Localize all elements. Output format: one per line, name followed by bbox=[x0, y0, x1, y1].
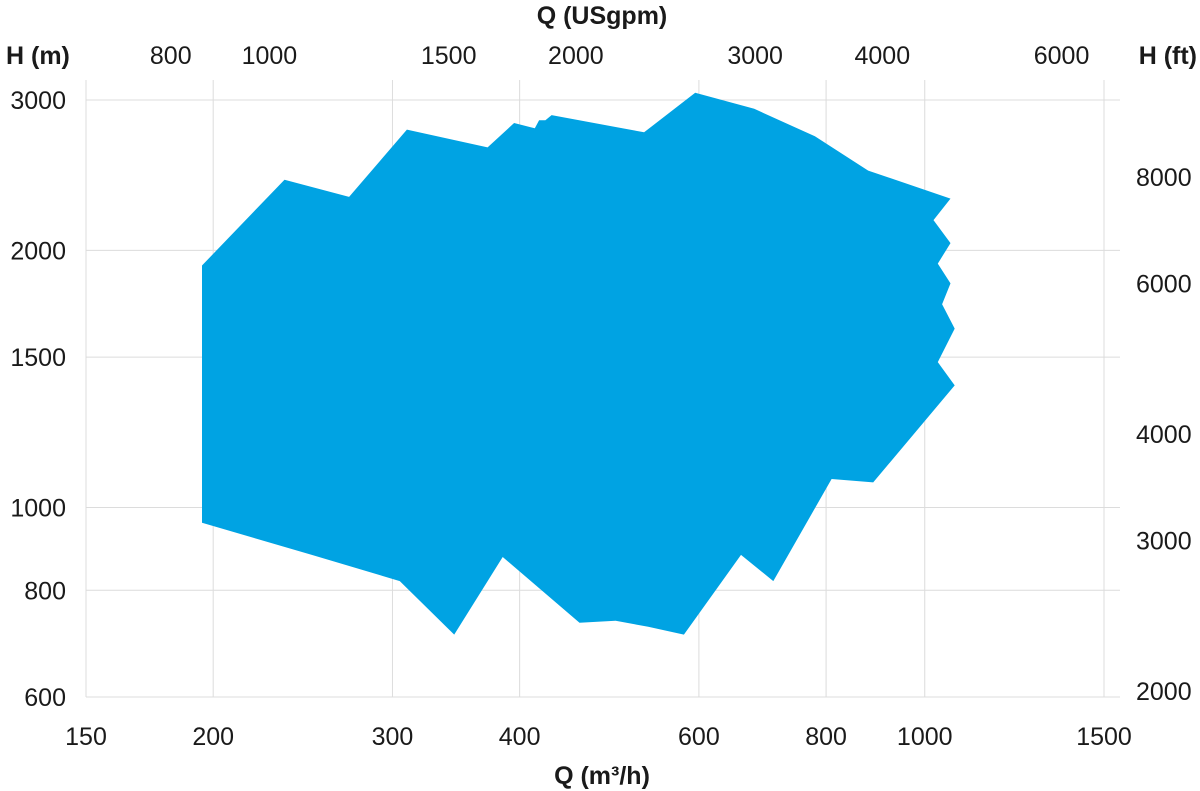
coverage-area-series-0 bbox=[202, 92, 955, 635]
y2-tick-label-6000: 6000 bbox=[1136, 271, 1192, 299]
y2-tick-label-4000: 4000 bbox=[1136, 421, 1192, 449]
x-tick-label-1000: 1000 bbox=[897, 723, 953, 751]
x-tick-label-300: 300 bbox=[372, 723, 414, 751]
y-tick-label-600: 600 bbox=[24, 684, 66, 712]
y2-tick-label-3000: 3000 bbox=[1136, 528, 1192, 556]
y2-tick-label-8000: 8000 bbox=[1136, 164, 1192, 192]
y2-tick-label-2000: 2000 bbox=[1136, 678, 1192, 706]
x-axis-title-top: Q (USgpm) bbox=[537, 2, 668, 30]
x2-tick-label-1000: 1000 bbox=[242, 42, 298, 70]
x2-tick-label-6000: 6000 bbox=[1034, 42, 1090, 70]
y-axis-title-left: H (m) bbox=[6, 42, 70, 70]
x-tick-label-150: 150 bbox=[65, 723, 107, 751]
x2-tick-label-800: 800 bbox=[150, 42, 192, 70]
y-tick-label-2000: 2000 bbox=[10, 237, 66, 265]
coverage-area-layer bbox=[202, 92, 955, 635]
x-tick-label-1500: 1500 bbox=[1076, 723, 1132, 751]
x-tick-label-800: 800 bbox=[805, 723, 847, 751]
y-tick-label-1000: 1000 bbox=[10, 495, 66, 523]
x-tick-label-600: 600 bbox=[678, 723, 720, 751]
y-axis-title-right: H (ft) bbox=[1139, 42, 1197, 70]
x2-tick-label-1500: 1500 bbox=[421, 42, 477, 70]
y-tick-label-800: 800 bbox=[24, 577, 66, 605]
x-tick-label-400: 400 bbox=[499, 723, 541, 751]
x-tick-label-200: 200 bbox=[192, 723, 234, 751]
x-axis-title-bottom: Q (m³/h) bbox=[554, 762, 650, 790]
x2-tick-label-2000: 2000 bbox=[548, 42, 604, 70]
y-tick-label-3000: 3000 bbox=[10, 87, 66, 115]
x2-tick-label-3000: 3000 bbox=[727, 42, 783, 70]
x2-tick-label-4000: 4000 bbox=[855, 42, 911, 70]
y-tick-label-1500: 1500 bbox=[10, 344, 66, 372]
